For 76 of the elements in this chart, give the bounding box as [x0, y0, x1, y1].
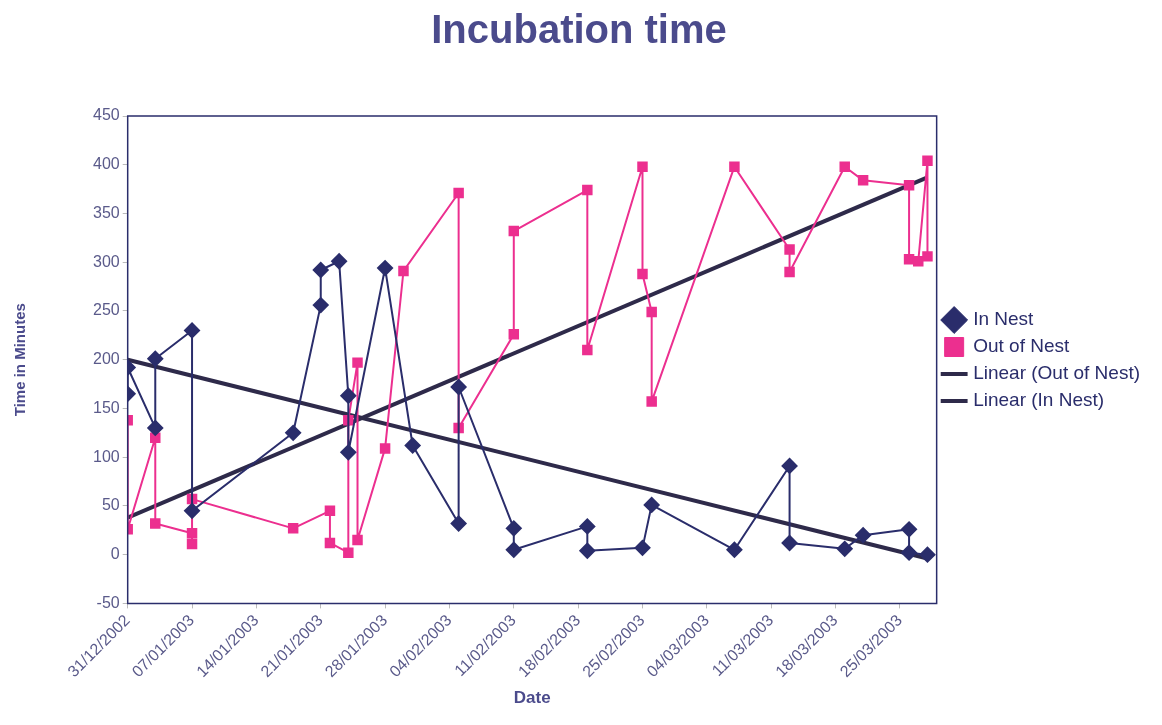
point — [377, 260, 394, 277]
point — [634, 539, 651, 556]
point — [186, 538, 198, 550]
y-tick-label: 50 — [101, 496, 120, 514]
point — [450, 378, 467, 395]
point — [919, 546, 936, 563]
point — [913, 256, 924, 267]
point — [582, 184, 593, 196]
point — [857, 175, 869, 186]
y-axis-title: Time in Minutes — [11, 303, 29, 417]
point — [450, 515, 467, 532]
point — [453, 187, 464, 199]
point — [184, 502, 201, 519]
point — [312, 297, 329, 314]
point — [784, 244, 795, 255]
point — [340, 387, 357, 404]
y-tick-label: 250 — [92, 301, 120, 319]
point — [901, 521, 918, 538]
point — [637, 268, 648, 280]
point — [331, 253, 348, 270]
y-tick-label: 450 — [92, 106, 120, 124]
point — [646, 306, 657, 318]
y-tick-label: 400 — [92, 155, 120, 173]
point — [729, 161, 740, 172]
point — [340, 444, 357, 461]
chart-title: Incubation time — [431, 7, 727, 52]
point — [579, 518, 596, 535]
point — [379, 443, 391, 454]
y-tick-label: 100 — [92, 447, 120, 465]
point — [781, 534, 798, 551]
point — [312, 262, 329, 279]
point — [404, 437, 421, 454]
legend-label: In Nest — [973, 308, 1035, 330]
point — [903, 254, 915, 265]
point — [836, 540, 853, 557]
legend-label: Linear (In Nest) — [973, 389, 1105, 411]
point — [922, 155, 933, 167]
point — [781, 457, 798, 474]
point — [646, 396, 657, 407]
y-tick-label: 150 — [92, 398, 120, 416]
point — [508, 225, 520, 237]
point — [324, 505, 336, 517]
point — [855, 527, 872, 544]
point — [726, 541, 743, 558]
point — [352, 357, 363, 368]
point — [637, 161, 648, 172]
point — [147, 419, 164, 436]
point — [579, 542, 596, 559]
point — [147, 350, 164, 367]
point — [508, 329, 520, 340]
y-tick-label: 300 — [92, 252, 120, 270]
x-axis-title: Date — [513, 688, 551, 708]
point — [398, 265, 409, 277]
legend-label: Linear (Out of Nest) — [973, 362, 1140, 384]
point — [184, 322, 201, 339]
point — [901, 544, 918, 561]
point — [784, 266, 795, 278]
y-tick-label: 0 — [110, 545, 120, 563]
point — [186, 527, 198, 539]
point — [287, 523, 299, 534]
y-tick-label: 350 — [92, 203, 120, 221]
point — [839, 161, 850, 172]
point — [922, 251, 933, 262]
point — [505, 520, 522, 537]
point — [352, 534, 363, 546]
y-tick-label: -50 — [96, 593, 120, 611]
point — [903, 179, 915, 191]
point — [324, 537, 336, 549]
point — [285, 424, 302, 441]
y-tick-label: 200 — [92, 350, 120, 368]
point — [505, 541, 522, 558]
point — [582, 344, 593, 356]
point — [343, 547, 354, 558]
point — [150, 518, 161, 529]
point — [643, 496, 660, 513]
legend-label: Out of Nest — [973, 335, 1070, 357]
